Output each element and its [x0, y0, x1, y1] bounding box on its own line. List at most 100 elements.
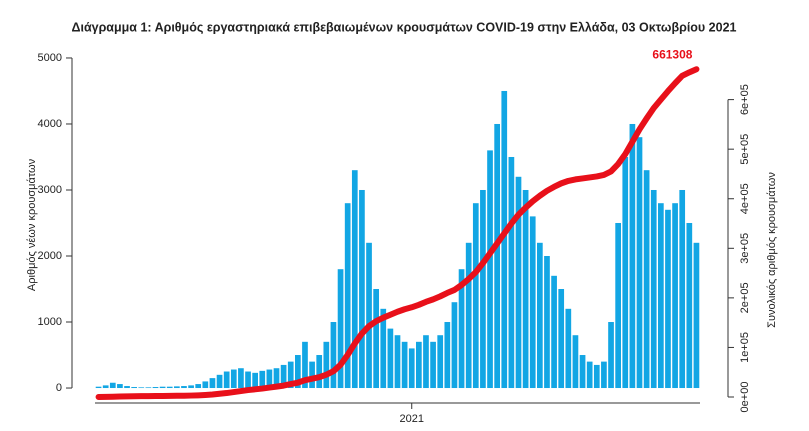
- bar: [558, 289, 565, 389]
- y2-tick-label: 2e+05: [739, 282, 751, 313]
- bar: [586, 361, 593, 389]
- bar: [209, 378, 216, 389]
- bar: [494, 123, 500, 389]
- bar: [551, 275, 557, 389]
- y2-tick-label: 3e+05: [739, 233, 751, 264]
- bar: [544, 256, 550, 389]
- x-tick-label: 2021: [399, 413, 423, 425]
- bar: [273, 368, 280, 389]
- bar: [515, 176, 522, 389]
- bar: [458, 269, 465, 389]
- bar: [579, 355, 586, 389]
- bar: [601, 361, 607, 389]
- bar: [195, 384, 202, 389]
- y2-tick-label: 1e+05: [739, 332, 751, 363]
- y-tick-label: 1000: [38, 316, 62, 328]
- bar: [138, 387, 145, 389]
- bar: [216, 374, 223, 389]
- bar: [423, 335, 429, 389]
- bar: [472, 203, 479, 389]
- bar: [223, 371, 230, 389]
- bar: [679, 189, 686, 389]
- bar: [287, 361, 294, 389]
- bar: [295, 355, 301, 389]
- y-axis-label: Αριθμός νέων κρουσμάτων: [26, 158, 38, 291]
- y-tick-label: 4000: [38, 118, 62, 130]
- bar: [593, 364, 600, 389]
- bar: [252, 372, 258, 389]
- bar: [166, 386, 173, 389]
- bar: [351, 170, 358, 389]
- y-tick-label: 2000: [38, 250, 62, 262]
- bar: [686, 222, 693, 389]
- bar: [102, 385, 109, 389]
- bar: [572, 335, 579, 389]
- bar: [416, 341, 422, 389]
- bar: [109, 382, 116, 389]
- bar: [608, 322, 614, 389]
- bar: [316, 355, 323, 389]
- bar: [330, 322, 337, 389]
- y-tick-label: 0: [56, 382, 62, 394]
- bar: [124, 386, 130, 389]
- bar: [658, 203, 664, 389]
- bar: [359, 189, 365, 389]
- bar: [280, 364, 287, 389]
- bar: [487, 150, 493, 389]
- bar: [508, 156, 515, 389]
- bar: [480, 189, 486, 389]
- bar: [629, 123, 636, 389]
- bar: [202, 381, 209, 389]
- bar: [693, 242, 700, 389]
- y2-tick-label: 0e+00: [739, 382, 751, 413]
- bar: [437, 335, 444, 389]
- bar: [430, 341, 436, 389]
- bar: [615, 222, 621, 389]
- bar: [650, 189, 657, 389]
- bar: [643, 170, 650, 389]
- bar: [337, 269, 344, 389]
- bar: [465, 242, 472, 389]
- bar: [344, 203, 351, 389]
- bar: [373, 289, 379, 389]
- bar: [444, 322, 451, 389]
- cumulative-line: [95, 66, 700, 400]
- bar: [408, 348, 415, 389]
- y2-axis-label: Συνολικός αριθμός κρουσμάτων: [766, 172, 778, 328]
- bar: [323, 341, 330, 389]
- bar: [387, 328, 394, 389]
- bar: [230, 369, 237, 389]
- chart-title: Διάγραμμα 1: Αριθμός εργαστηριακά επιβεβ…: [71, 20, 736, 34]
- bar: [451, 302, 458, 389]
- bar: [537, 242, 543, 389]
- bar: [665, 209, 671, 389]
- bar: [245, 371, 251, 389]
- bar: [259, 370, 266, 389]
- bar: [131, 387, 137, 389]
- bar: [522, 189, 529, 389]
- y2-tick-label: 6e+05: [739, 84, 751, 115]
- bar: [309, 361, 315, 389]
- bar: [266, 369, 273, 389]
- bar: [188, 385, 194, 389]
- y2-tick-label: 4e+05: [739, 183, 751, 214]
- y-tick-label: 5000: [38, 52, 62, 64]
- bar: [302, 341, 308, 389]
- bar: [565, 308, 572, 389]
- bar: [380, 308, 387, 389]
- bar: [152, 387, 159, 389]
- bar: [501, 90, 508, 389]
- y2-tick-label: 5e+05: [739, 134, 751, 165]
- bar: [181, 386, 187, 389]
- data-label: 661308: [652, 47, 692, 61]
- bar: [366, 242, 372, 389]
- bar: [95, 386, 102, 389]
- bar: [401, 341, 408, 389]
- bar: [622, 156, 629, 389]
- y-tick-label: 3000: [38, 184, 62, 196]
- bar: [529, 216, 536, 389]
- bar: [117, 384, 123, 389]
- bar: [174, 386, 180, 389]
- bar: [636, 137, 643, 389]
